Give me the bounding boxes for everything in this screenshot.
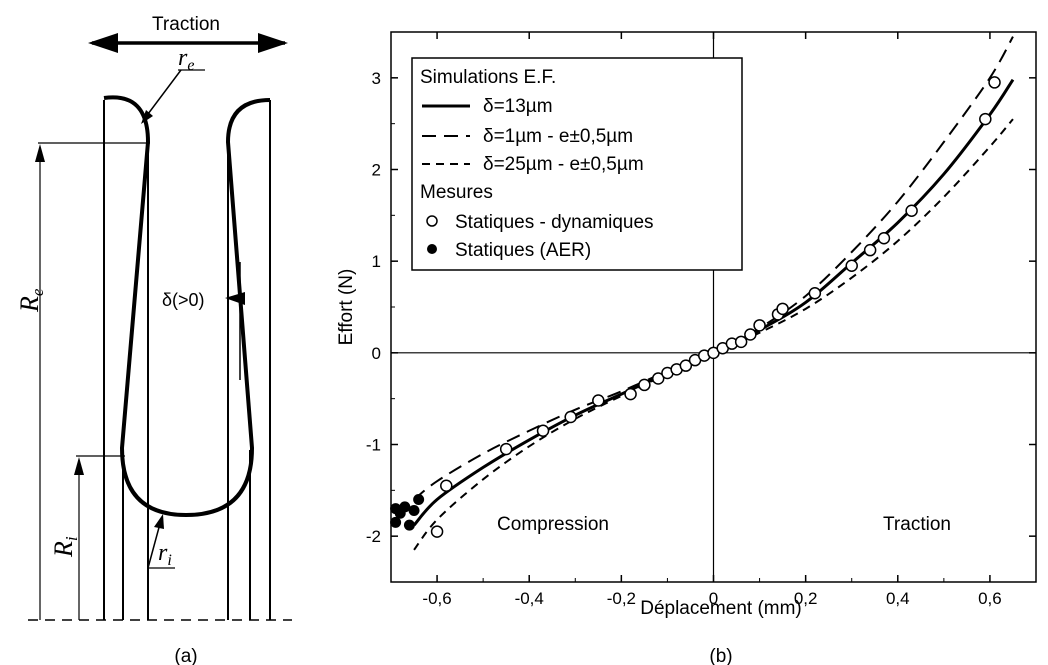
data-point-4 <box>499 442 513 456</box>
caption-a: (a) <box>174 646 197 665</box>
data-point-5 <box>408 505 420 516</box>
data-point-4 <box>564 410 577 424</box>
data-point-4 <box>988 76 1001 89</box>
legend-series-5: Statiques (AER) <box>455 240 591 261</box>
data-point-4 <box>845 259 858 272</box>
data-point-5 <box>403 519 415 531</box>
legend-series-2: δ=1µm - e±0,5µm <box>483 126 633 147</box>
data-point-5 <box>413 494 425 505</box>
label-Ri: Ri <box>49 536 81 558</box>
data-point-5 <box>390 516 402 528</box>
data-point-4 <box>592 394 605 407</box>
y-tick-label: 1 <box>372 252 381 271</box>
data-point-4 <box>808 287 822 300</box>
label-re: re <box>178 45 194 74</box>
y-tick-label: -1 <box>366 436 381 455</box>
data-point-4 <box>734 335 748 349</box>
legend-series-1: δ=13µm <box>483 96 553 117</box>
x-tick-label: -0,4 <box>515 589 544 608</box>
data-point-4 <box>430 525 444 538</box>
data-point-4 <box>679 359 693 372</box>
label-Re: Re <box>15 288 47 313</box>
annotation-traction: Traction <box>883 514 951 535</box>
legend-group-simulations: Simulations E.F. <box>420 67 556 88</box>
data-point-4 <box>863 243 877 257</box>
x-tick-label: 0,6 <box>978 589 1002 608</box>
data-point-4 <box>753 319 766 332</box>
x-axis-label: Déplacement (mm) <box>640 598 802 619</box>
legend: Simulations E.F. δ=13µm δ=1µm - e±0,5µm … <box>411 57 743 271</box>
data-point-4 <box>638 378 651 392</box>
data-point-5 <box>399 501 411 513</box>
y-axis-label: Effort (N) <box>336 269 357 346</box>
data-point-4 <box>744 328 757 341</box>
x-tick-label: 0,2 <box>794 589 818 608</box>
data-point-4 <box>651 372 665 385</box>
x-tick-label: 0,4 <box>886 589 910 608</box>
legend-group-mesures: Mesures <box>420 182 493 203</box>
caption-b: (b) <box>709 646 732 665</box>
chart-panel: -0,6 -0,4 -0,2 0 0,2 0,4 0,6 -2 -1 0 1 2 3 Compressi… <box>336 31 1037 665</box>
delta-label: δ(>0) <box>162 290 205 310</box>
data-point-4 <box>877 232 891 245</box>
legend-series-4: Statiques - dynamiques <box>455 212 654 233</box>
data-point-4 <box>440 479 453 492</box>
x-tick-label: -0,6 <box>422 589 451 608</box>
y-tick-label: 2 <box>372 161 381 180</box>
series-line-3 <box>413 118 1014 551</box>
label-ri: ri <box>158 540 172 569</box>
annotation-compression: Compression <box>497 514 609 535</box>
x-tick-label: 0 <box>709 589 718 608</box>
y-tick-label: -2 <box>366 527 381 546</box>
data-point-4 <box>536 424 550 437</box>
data-point-4 <box>979 112 992 126</box>
data-point-4 <box>624 387 637 401</box>
legend-series-3: δ=25µm - e±0,5µm <box>483 154 644 175</box>
data-point-4 <box>776 302 789 316</box>
y-tick-label: 3 <box>372 69 381 88</box>
diagram-panel: Traction δ(>0) re Re Ri ri <box>15 14 292 665</box>
data-point-4 <box>905 204 918 217</box>
traction-top-label: Traction <box>152 14 220 35</box>
y-tick-label: 0 <box>372 344 381 363</box>
x-tick-label: -0,2 <box>607 589 636 608</box>
